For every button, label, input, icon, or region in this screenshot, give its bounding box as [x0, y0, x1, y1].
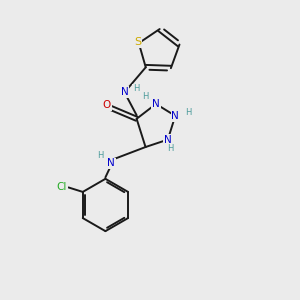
- Text: H: H: [142, 92, 149, 101]
- Text: S: S: [134, 37, 141, 46]
- Text: H: H: [97, 151, 103, 160]
- Text: Cl: Cl: [57, 182, 67, 193]
- Text: H: H: [168, 144, 174, 153]
- Text: H: H: [185, 108, 192, 117]
- Text: N: N: [121, 87, 129, 97]
- Text: O: O: [103, 100, 111, 110]
- Text: N: N: [152, 99, 160, 109]
- Text: N: N: [171, 111, 179, 121]
- Text: N: N: [164, 135, 172, 145]
- Text: N: N: [107, 158, 115, 168]
- Text: H: H: [133, 84, 139, 93]
